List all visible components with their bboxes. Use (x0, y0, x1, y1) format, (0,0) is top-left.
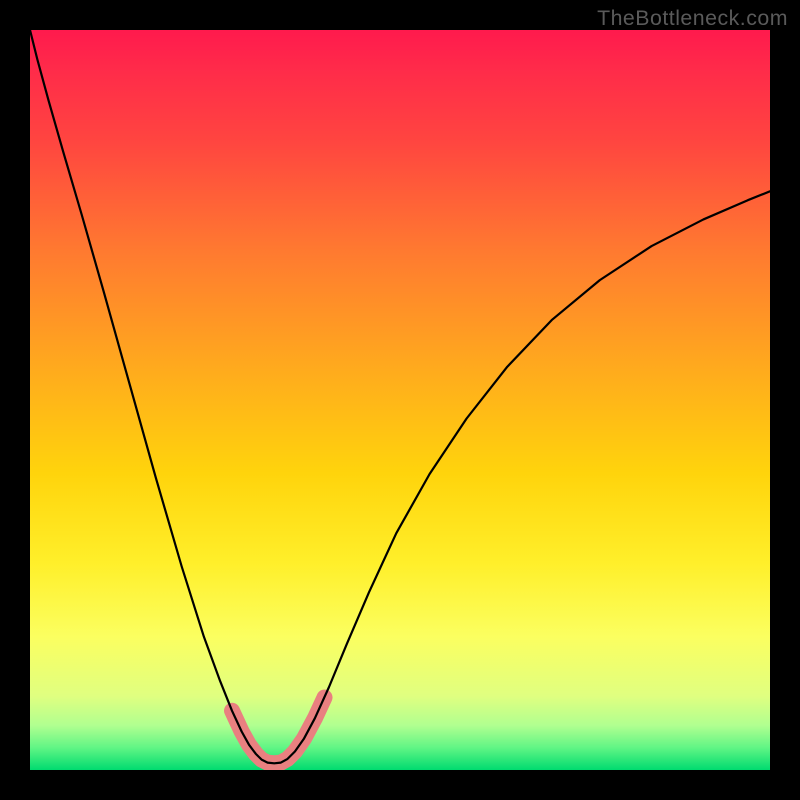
bottleneck-chart (0, 0, 800, 800)
chart-gradient-background (30, 30, 770, 770)
chart-frame: TheBottleneck.com (0, 0, 800, 800)
